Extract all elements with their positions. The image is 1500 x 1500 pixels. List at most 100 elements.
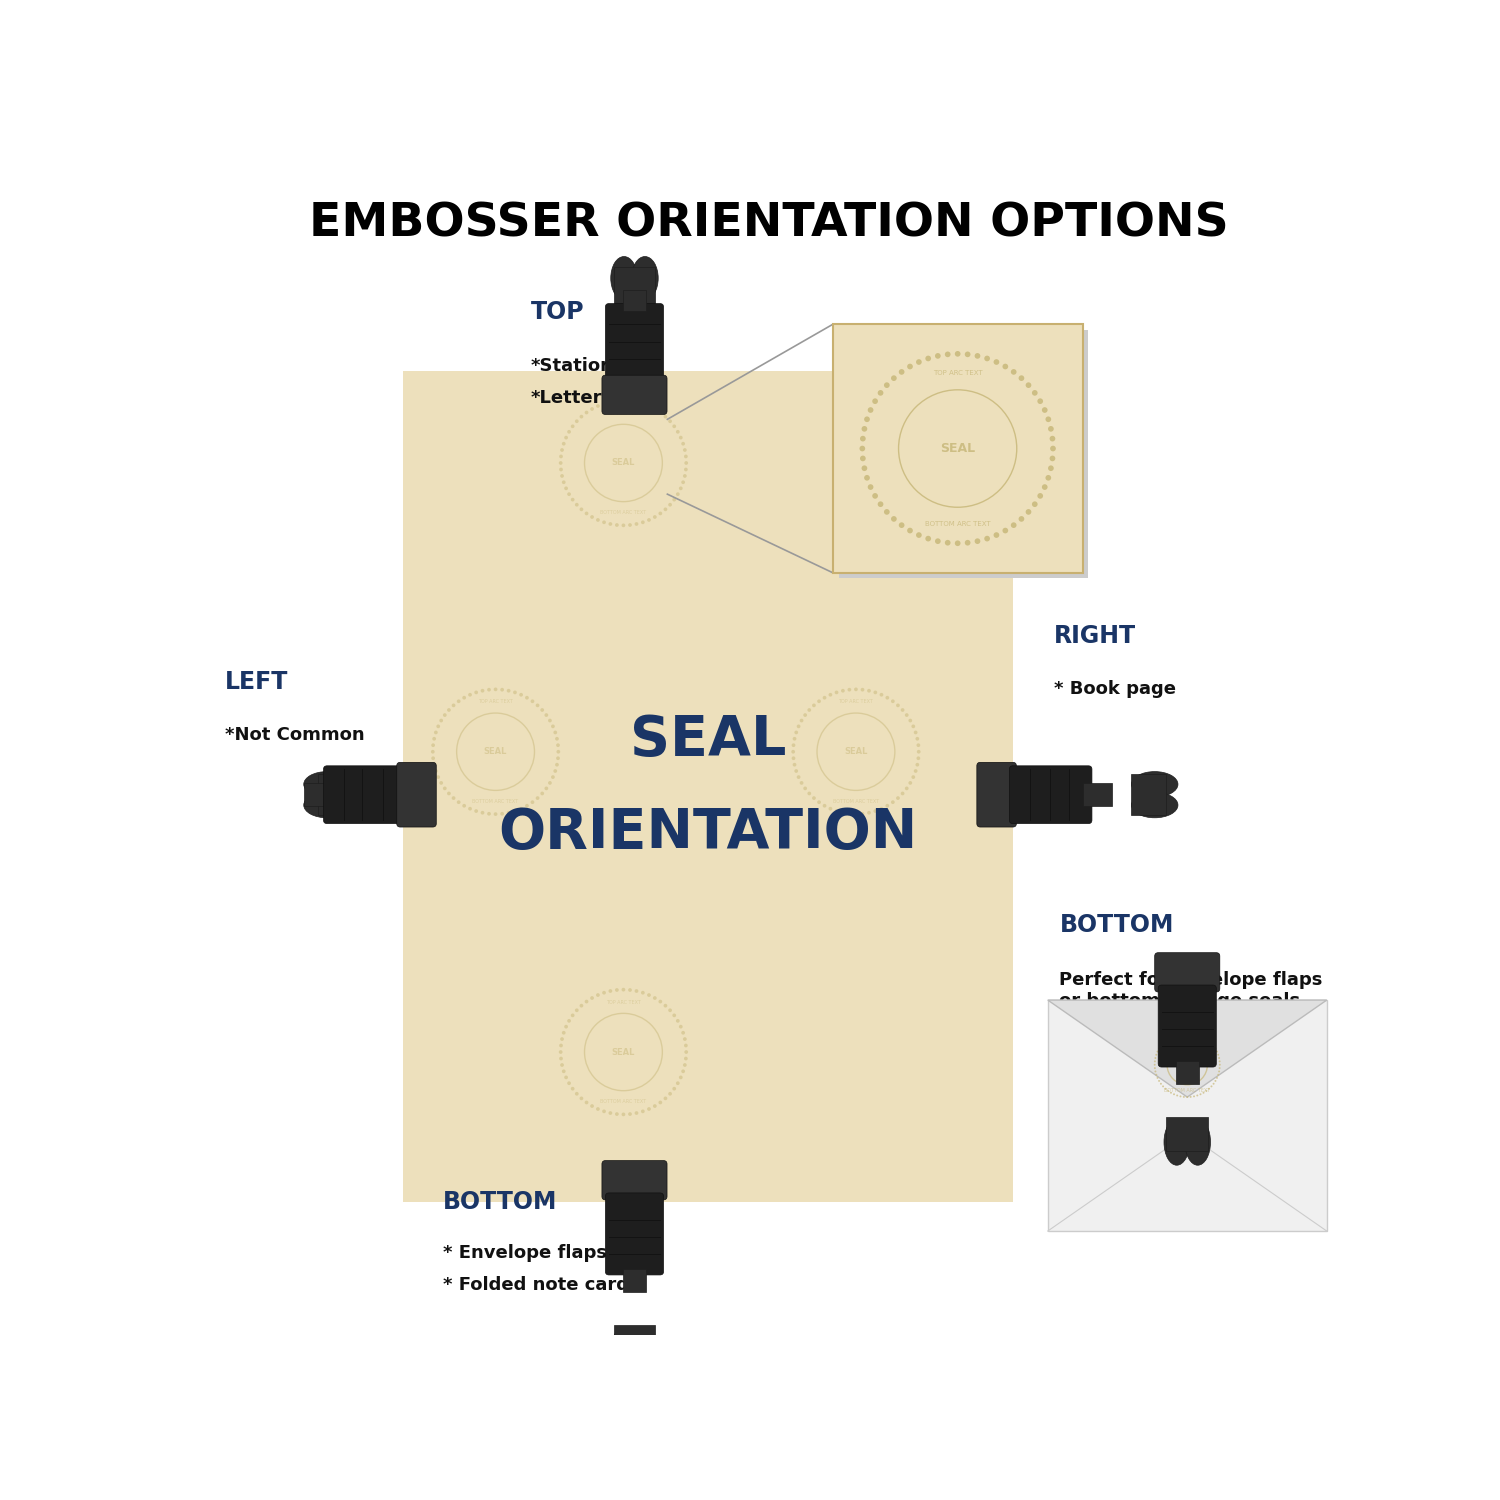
Circle shape (574, 1092, 579, 1095)
Circle shape (676, 430, 680, 433)
Text: BOTTOM: BOTTOM (444, 1190, 558, 1214)
Circle shape (859, 436, 865, 441)
Circle shape (556, 750, 560, 753)
Circle shape (871, 494, 877, 498)
Circle shape (1170, 1092, 1172, 1094)
Circle shape (861, 688, 864, 692)
Circle shape (609, 1112, 612, 1114)
Circle shape (1156, 1050, 1158, 1053)
Circle shape (579, 416, 584, 419)
Circle shape (792, 744, 795, 747)
Circle shape (1011, 522, 1017, 528)
FancyBboxPatch shape (1010, 766, 1092, 824)
Circle shape (796, 724, 801, 728)
Circle shape (572, 424, 574, 427)
Text: TOP ARC TEXT: TOP ARC TEXT (839, 699, 873, 705)
Circle shape (550, 724, 555, 728)
Circle shape (1046, 417, 1052, 422)
Circle shape (681, 480, 686, 484)
Bar (622, 290, 646, 310)
Text: BOTTOM ARC TEXT: BOTTOM ARC TEXT (926, 522, 990, 528)
Circle shape (1218, 1071, 1219, 1072)
Circle shape (572, 1088, 574, 1090)
Circle shape (567, 430, 572, 433)
Circle shape (1160, 1046, 1162, 1047)
Circle shape (885, 804, 890, 807)
Circle shape (555, 736, 560, 741)
Circle shape (602, 1110, 606, 1113)
Circle shape (562, 1070, 566, 1072)
Circle shape (1019, 375, 1025, 381)
Circle shape (615, 399, 620, 404)
Circle shape (525, 804, 530, 807)
Circle shape (1026, 382, 1032, 388)
Text: BOTTOM ARC TEXT: BOTTOM ARC TEXT (1164, 1088, 1210, 1094)
Circle shape (834, 808, 839, 813)
Circle shape (430, 756, 435, 760)
FancyBboxPatch shape (976, 762, 1017, 826)
Circle shape (1162, 1086, 1164, 1088)
Circle shape (513, 808, 517, 813)
Circle shape (615, 988, 620, 992)
Circle shape (1192, 1032, 1196, 1034)
Circle shape (934, 538, 940, 544)
Bar (303, 783, 333, 806)
Circle shape (834, 690, 839, 694)
Circle shape (1156, 1077, 1158, 1078)
Circle shape (1216, 1077, 1218, 1078)
Circle shape (554, 730, 556, 735)
Circle shape (934, 352, 940, 358)
Bar (839, 330, 1089, 579)
Circle shape (993, 532, 999, 538)
Circle shape (818, 699, 821, 703)
Circle shape (984, 536, 990, 542)
Circle shape (1167, 1090, 1168, 1092)
Circle shape (531, 699, 534, 703)
Circle shape (885, 696, 890, 699)
Circle shape (602, 520, 606, 524)
Circle shape (507, 688, 510, 693)
Circle shape (658, 411, 662, 414)
Circle shape (807, 708, 812, 712)
Circle shape (681, 1070, 686, 1072)
Circle shape (1050, 436, 1056, 441)
Circle shape (447, 792, 452, 795)
Circle shape (993, 358, 999, 364)
Ellipse shape (1131, 792, 1178, 818)
Circle shape (1216, 1050, 1218, 1053)
Circle shape (609, 522, 612, 526)
Circle shape (1170, 1036, 1172, 1038)
Circle shape (548, 718, 552, 723)
Text: * Folded note cards: * Folded note cards (444, 1276, 640, 1294)
Circle shape (468, 693, 472, 696)
Circle shape (680, 1076, 682, 1080)
Circle shape (658, 1101, 662, 1104)
Circle shape (807, 792, 812, 795)
Circle shape (884, 382, 890, 388)
Circle shape (621, 988, 626, 992)
Circle shape (904, 786, 909, 790)
Circle shape (652, 514, 657, 519)
Circle shape (916, 532, 921, 538)
Circle shape (1155, 1071, 1156, 1072)
Circle shape (909, 718, 912, 723)
Text: LEFT: LEFT (225, 670, 288, 694)
Circle shape (621, 399, 626, 402)
Circle shape (1206, 1038, 1208, 1040)
Circle shape (1218, 1060, 1221, 1062)
Circle shape (560, 474, 564, 478)
Circle shape (567, 1082, 572, 1084)
Circle shape (898, 522, 904, 528)
Circle shape (792, 756, 795, 760)
Circle shape (822, 696, 827, 699)
Circle shape (1002, 528, 1008, 534)
Circle shape (668, 503, 672, 507)
Circle shape (1155, 1074, 1158, 1076)
Circle shape (560, 460, 562, 465)
FancyBboxPatch shape (602, 1161, 668, 1200)
Circle shape (536, 796, 540, 800)
Circle shape (663, 416, 668, 419)
Circle shape (646, 1107, 651, 1112)
Circle shape (579, 1004, 584, 1008)
Circle shape (680, 1024, 682, 1029)
